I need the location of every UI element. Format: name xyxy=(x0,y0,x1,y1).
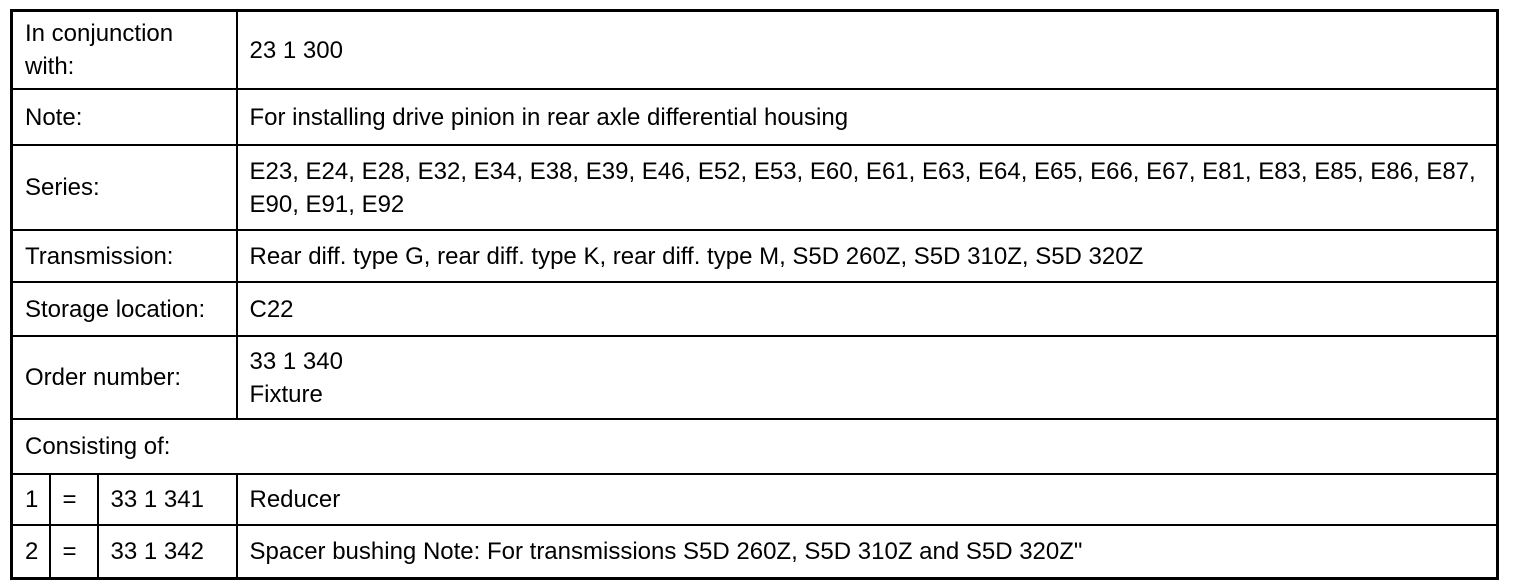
table-row-part-2: 2 = 33 1 342 Spacer bushing Note: For tr… xyxy=(10,524,1499,580)
row-label: Transmission: xyxy=(10,229,238,283)
row-value: 23 1 300 xyxy=(235,9,1499,90)
table-row-storage-location: Storage location: C22 xyxy=(10,281,1499,337)
part-index: 2 xyxy=(10,524,51,580)
table-row-order-number: Order number: 33 1 340 Fixture xyxy=(10,335,1499,420)
row-value: For installing drive pinion in rear axle… xyxy=(235,88,1499,146)
part-equals-sign: = xyxy=(48,524,99,580)
part-number: 33 1 342 xyxy=(96,524,238,580)
row-value: Rear diff. type G, rear diff. type K, re… xyxy=(235,229,1499,283)
row-label: Series: xyxy=(10,144,238,231)
row-label: In conjunction with: xyxy=(10,9,238,90)
row-label: Order number: xyxy=(10,335,238,420)
table-row-transmission: Transmission: Rear diff. type G, rear di… xyxy=(10,229,1499,283)
row-value: E23, E24, E28, E32, E34, E38, E39, E46, … xyxy=(235,144,1499,231)
spec-table: In conjunction with: 23 1 300 Note: For … xyxy=(10,9,1499,580)
table-row-note: Note: For installing drive pinion in rea… xyxy=(10,88,1499,146)
table-row-part-1: 1 = 33 1 341 Reducer xyxy=(10,473,1499,526)
consisting-of-header: Consisting of: xyxy=(10,418,1499,475)
part-description: Spacer bushing Note: For transmissions S… xyxy=(235,524,1499,580)
table-row-consisting-of: Consisting of: xyxy=(10,418,1499,475)
row-value: C22 xyxy=(235,281,1499,337)
table-row-series: Series: E23, E24, E28, E32, E34, E38, E3… xyxy=(10,144,1499,231)
row-label: Storage location: xyxy=(10,281,238,337)
row-label: Note: xyxy=(10,88,238,146)
row-value: 33 1 340 Fixture xyxy=(235,335,1499,420)
part-number: 33 1 341 xyxy=(96,473,238,526)
part-equals-sign: = xyxy=(48,473,99,526)
table-row-in-conjunction-with: In conjunction with: 23 1 300 xyxy=(10,9,1499,90)
part-description: Reducer xyxy=(235,473,1499,526)
part-index: 1 xyxy=(10,473,51,526)
